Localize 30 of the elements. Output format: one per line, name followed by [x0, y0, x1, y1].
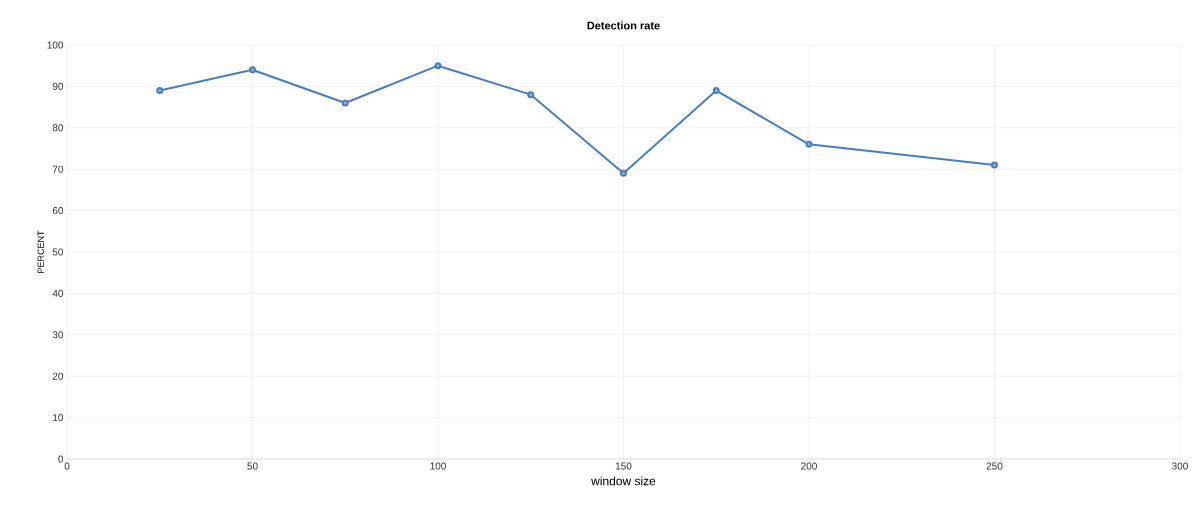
point: [619, 169, 627, 177]
x-tick-label: 200: [801, 462, 817, 470]
y-tick-label: 50: [52, 248, 64, 256]
x-tick-label: 150: [615, 462, 632, 470]
point: [805, 140, 813, 148]
y-tick-label: 100: [47, 41, 64, 49]
y-tick-label: 90: [52, 82, 64, 90]
x-axis-title: window size: [591, 476, 656, 486]
y-tick-label: 0: [58, 455, 64, 463]
y-tick-label: 40: [52, 289, 64, 297]
y-axis-title: PERCENT: [37, 230, 44, 273]
x-tick-label: 0: [64, 462, 70, 470]
x-tick-label: 250: [986, 462, 1003, 470]
point: [341, 99, 349, 107]
y-tick-label: 10: [53, 414, 64, 422]
point: [527, 91, 535, 99]
y-tick-label: 70: [52, 165, 64, 173]
x-tick-label: 300: [1172, 462, 1188, 470]
point: [434, 62, 442, 70]
x-tick-label: 100: [430, 462, 446, 470]
y-tick-label: 20: [52, 372, 64, 380]
point: [156, 87, 164, 95]
point: [712, 87, 720, 95]
y-tick-label: 80: [52, 124, 64, 132]
y-tick-label: 30: [52, 331, 64, 339]
chart-title: Detection rate: [587, 21, 660, 30]
point: [249, 66, 256, 74]
y-tick-label: 60: [52, 207, 64, 215]
point: [990, 161, 998, 169]
x-tick-label: 50: [247, 462, 258, 470]
